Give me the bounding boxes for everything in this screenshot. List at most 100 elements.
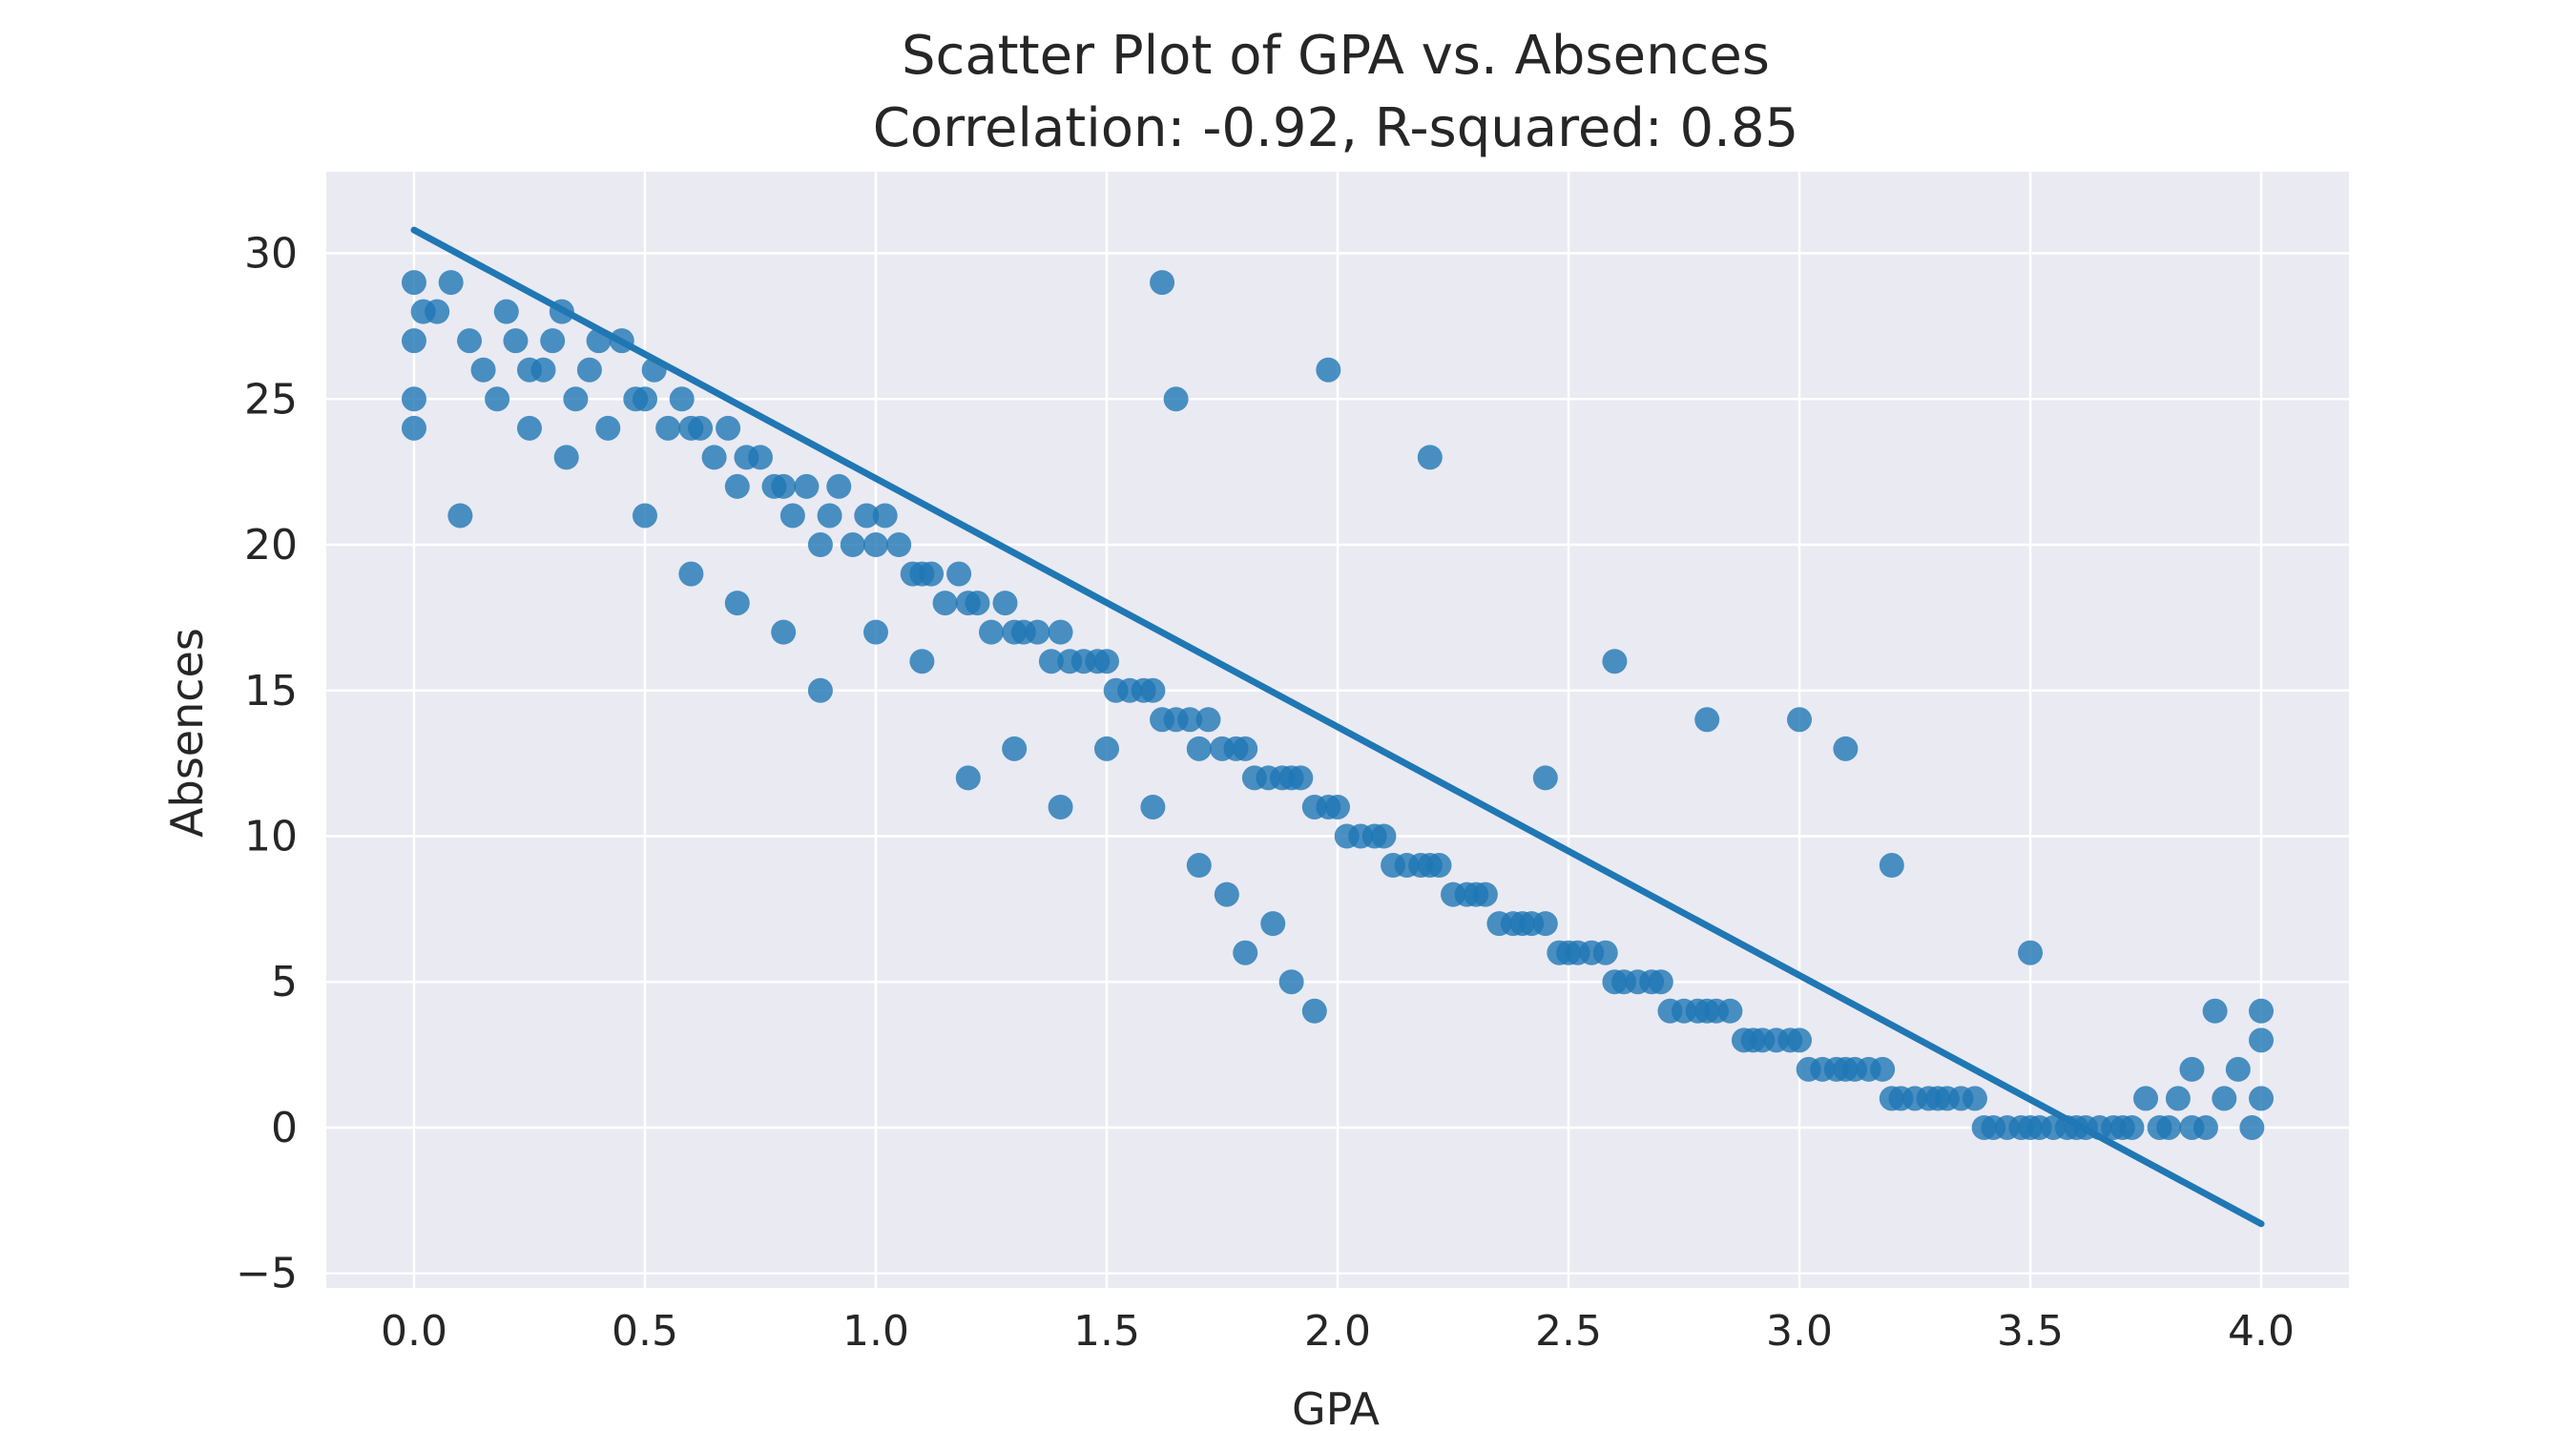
data-point bbox=[794, 473, 820, 499]
y-tick-label: 5 bbox=[271, 958, 298, 1006]
chart-subtitle: Correlation: -0.92, R-squared: 0.85 bbox=[873, 97, 1798, 159]
data-point bbox=[946, 561, 972, 587]
data-point bbox=[2239, 1114, 2265, 1140]
data-point bbox=[1417, 445, 1443, 470]
data-point bbox=[655, 415, 681, 441]
data-point bbox=[2249, 1027, 2275, 1053]
data-point bbox=[854, 503, 880, 529]
data-point bbox=[2165, 1086, 2191, 1111]
data-point bbox=[1472, 881, 1498, 907]
data-point bbox=[1532, 911, 1558, 937]
data-point bbox=[771, 473, 797, 499]
data-point bbox=[438, 270, 464, 296]
data-point bbox=[595, 415, 621, 441]
y-tick-label: −5 bbox=[236, 1250, 298, 1298]
data-point bbox=[401, 415, 426, 441]
data-point bbox=[1648, 969, 1673, 995]
data-point bbox=[1278, 969, 1304, 995]
data-point bbox=[2179, 1056, 2205, 1082]
data-point bbox=[553, 445, 579, 470]
data-point bbox=[503, 328, 529, 354]
data-point bbox=[1140, 794, 1166, 819]
data-point bbox=[1592, 940, 1618, 965]
data-point bbox=[2249, 998, 2275, 1024]
data-point bbox=[1694, 707, 1720, 733]
data-point bbox=[862, 532, 888, 558]
data-point bbox=[401, 386, 426, 412]
data-point bbox=[817, 503, 842, 529]
data-point bbox=[2156, 1114, 2182, 1140]
data-point bbox=[493, 299, 519, 324]
data-point bbox=[632, 386, 657, 412]
data-point bbox=[807, 677, 833, 703]
data-point bbox=[1325, 794, 1350, 819]
data-point bbox=[862, 619, 888, 645]
data-point bbox=[2119, 1114, 2145, 1140]
data-point bbox=[1140, 677, 1166, 703]
data-point bbox=[1150, 270, 1175, 296]
chart-title: Scatter Plot of GPA vs. Absences bbox=[902, 25, 1770, 87]
x-tick-label: 0.5 bbox=[612, 1307, 678, 1356]
data-point bbox=[701, 445, 727, 470]
x-tick-label: 3.0 bbox=[1766, 1307, 1833, 1356]
y-tick-label: 25 bbox=[244, 375, 298, 424]
data-point bbox=[1301, 998, 1327, 1024]
x-tick-label: 1.5 bbox=[1073, 1307, 1140, 1356]
data-point bbox=[1532, 765, 1558, 791]
data-point bbox=[632, 503, 657, 529]
data-point bbox=[779, 503, 805, 529]
data-point bbox=[965, 591, 990, 616]
data-point bbox=[2225, 1056, 2251, 1082]
y-axis-label: Absences bbox=[161, 628, 213, 838]
data-point bbox=[955, 765, 981, 791]
data-point bbox=[1038, 649, 1064, 674]
data-point bbox=[2133, 1086, 2159, 1111]
data-point bbox=[1316, 357, 1341, 383]
data-point bbox=[919, 561, 945, 587]
y-tick-label: 0 bbox=[271, 1104, 298, 1152]
x-tick-label: 4.0 bbox=[2228, 1307, 2295, 1356]
data-point bbox=[2212, 1086, 2237, 1111]
x-tick-label: 2.5 bbox=[1535, 1307, 1602, 1356]
data-point bbox=[1048, 619, 1073, 645]
data-point bbox=[1186, 853, 1212, 879]
data-point bbox=[1163, 386, 1189, 412]
x-tick-label: 3.5 bbox=[1997, 1307, 2064, 1356]
data-point bbox=[807, 532, 833, 558]
data-point bbox=[932, 591, 958, 616]
data-point bbox=[470, 357, 496, 383]
x-axis-label: GPA bbox=[1292, 1383, 1380, 1431]
regression-line bbox=[410, 226, 2265, 1228]
data-point bbox=[1602, 649, 1628, 674]
data-point bbox=[978, 619, 1004, 645]
y-axis-ticks: −5 0 5 10 15 20 25 30 bbox=[236, 230, 298, 1298]
data-point bbox=[1787, 1027, 1813, 1053]
y-tick-label: 20 bbox=[244, 521, 298, 570]
data-point bbox=[1833, 736, 1859, 761]
x-axis-ticks: 0.0 0.5 1.0 1.5 2.0 2.5 3.0 3.5 4.0 bbox=[381, 1307, 2295, 1356]
data-point bbox=[1002, 736, 1028, 761]
data-point bbox=[1233, 940, 1258, 965]
data-point bbox=[540, 328, 566, 354]
data-point bbox=[2249, 1086, 2275, 1111]
data-point bbox=[1426, 853, 1452, 879]
data-point bbox=[485, 386, 510, 412]
y-tick-label: 10 bbox=[244, 813, 298, 861]
data-point bbox=[1717, 998, 1743, 1024]
data-point bbox=[401, 270, 426, 296]
y-tick-label: 30 bbox=[244, 230, 298, 279]
data-point bbox=[1879, 853, 1904, 879]
data-point bbox=[2018, 940, 2044, 965]
data-point bbox=[669, 386, 695, 412]
data-point bbox=[1870, 1056, 1896, 1082]
data-point bbox=[516, 415, 542, 441]
data-point bbox=[1233, 736, 1258, 761]
data-point bbox=[2192, 1114, 2218, 1140]
data-point bbox=[840, 532, 865, 558]
data-point bbox=[1186, 736, 1212, 761]
data-point bbox=[425, 299, 450, 324]
x-tick-label: 0.0 bbox=[381, 1307, 447, 1356]
data-point bbox=[447, 503, 473, 529]
data-point bbox=[724, 473, 750, 499]
